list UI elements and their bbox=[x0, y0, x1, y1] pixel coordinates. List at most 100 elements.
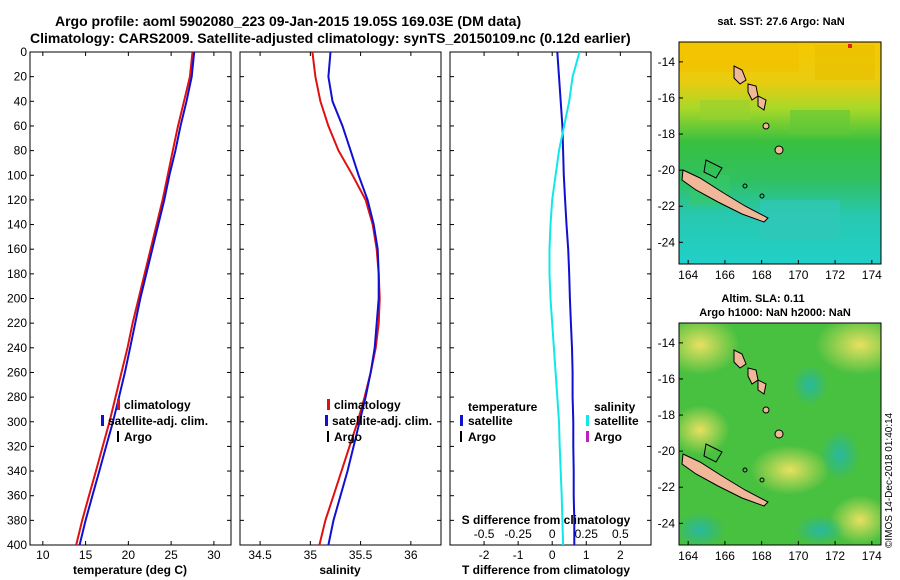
map-y-tick-label: -16 bbox=[658, 91, 676, 105]
sst-map-box bbox=[678, 41, 882, 265]
salinity-x-ticks: 34.5 35 35.5 36 bbox=[248, 52, 418, 562]
y-tick-label: 240 bbox=[7, 341, 27, 355]
series-line-salinity-satellite bbox=[548, 51, 581, 546]
difference-xlabel: T difference from climatology bbox=[462, 563, 630, 577]
legend-argo-swatch bbox=[327, 431, 329, 442]
temperature-panel: 0 20 40 60 80 100 120 140 160 180 200 220 240 260 280 3… bbox=[7, 45, 232, 577]
sst-map-title: sat. SST: 27.6 Argo: NaN bbox=[717, 16, 844, 28]
y-tick-label: 220 bbox=[7, 316, 27, 330]
legend-satellite-swatch bbox=[101, 415, 104, 426]
x-tick-label: 20 bbox=[122, 548, 136, 562]
legend-temperature-title: temperature bbox=[468, 400, 538, 414]
difference-legend-temperature: temperature satellite Argo bbox=[460, 400, 538, 444]
reef-outline bbox=[703, 443, 723, 463]
legend-s-satellite-swatch bbox=[586, 415, 589, 426]
legend-t-satellite-label: satellite bbox=[468, 414, 513, 428]
map-y-tick-label: -18 bbox=[658, 408, 676, 422]
map-y-tick-label: -24 bbox=[658, 516, 676, 530]
vanuatu-island bbox=[757, 95, 767, 111]
y-tick-label: 140 bbox=[7, 218, 27, 232]
new-caledonia-island bbox=[681, 453, 769, 507]
map-x-tick-label: 174 bbox=[862, 268, 882, 282]
small-island bbox=[759, 477, 765, 483]
sst-map-x-ticks: 164 166 168 170 172 174 bbox=[678, 260, 882, 282]
map-x-tick-label: 164 bbox=[678, 549, 698, 563]
legend-s-satellite-label: satellite bbox=[594, 414, 639, 428]
map-y-tick-label: -20 bbox=[658, 444, 676, 458]
small-island bbox=[759, 193, 765, 199]
legend-argo-label: Argo bbox=[334, 430, 362, 444]
legend-t-satellite-swatch bbox=[460, 415, 463, 426]
map-y-tick-label: -14 bbox=[658, 336, 676, 350]
y-tick-label: 0 bbox=[20, 45, 27, 59]
y-tick-label: 180 bbox=[7, 267, 27, 281]
salinity-y-ticks bbox=[240, 51, 441, 546]
vanuatu-island bbox=[733, 65, 747, 85]
legend-t-argo-label: Argo bbox=[468, 430, 496, 444]
figure-title-line2: Climatology: CARS2009. Satellite-adjuste… bbox=[30, 30, 631, 46]
small-island bbox=[762, 406, 770, 414]
y-tick-label: 380 bbox=[7, 513, 27, 527]
x-top-tick-label: 0.5 bbox=[612, 527, 629, 541]
temperature-y-ticks: 0 20 40 60 80 100 120 140 160 180 200 220 240 260 280 3… bbox=[7, 45, 231, 552]
small-island bbox=[742, 183, 748, 189]
x-top-tick-label: -0.25 bbox=[504, 527, 532, 541]
sla-map-box bbox=[678, 322, 882, 546]
sla-low-blob bbox=[792, 365, 828, 405]
sla-high-blob bbox=[750, 445, 830, 495]
legend-satellite-label: satellite-adj. clim. bbox=[108, 414, 208, 428]
y-tick-label: 120 bbox=[7, 193, 27, 207]
x-tick-label: 15 bbox=[79, 548, 93, 562]
sla-map-y-ticks: -14 -16 -18 -20 -22 -24 bbox=[658, 336, 683, 530]
y-tick-label: 280 bbox=[7, 390, 27, 404]
map-x-tick-label: 172 bbox=[825, 549, 845, 563]
sla-low-blob bbox=[795, 515, 845, 545]
sla-high-blob bbox=[679, 405, 730, 455]
difference-panel: -2 -1 0 1 2 -0.5 -0.25 0 0.25 0.5 S difference f… bbox=[449, 51, 652, 577]
series-line-satellite-adj-clim- bbox=[327, 51, 380, 546]
figure-title-line1: Argo profile: aoml 5902080_223 09-Jan-20… bbox=[55, 13, 521, 29]
salinity-legend: climatology satellite-adj. clim. Argo bbox=[325, 398, 432, 444]
difference-y-ticks bbox=[450, 51, 651, 546]
x-tick-label: 35 bbox=[304, 548, 318, 562]
sst-field-patch bbox=[700, 100, 750, 120]
legend-satellite-swatch bbox=[325, 415, 328, 426]
map-x-tick-label: 168 bbox=[752, 268, 772, 282]
vanuatu-island bbox=[747, 367, 759, 385]
x-tick-label: -1 bbox=[513, 548, 524, 562]
legend-climatology-label: climatology bbox=[124, 398, 191, 412]
sst-field-patch bbox=[790, 110, 850, 135]
map-y-tick-label: -16 bbox=[658, 372, 676, 386]
y-tick-label: 100 bbox=[7, 168, 27, 182]
legend-argo-label: Argo bbox=[124, 430, 152, 444]
salinity-xlabel: salinity bbox=[319, 563, 361, 577]
map-y-tick-label: -20 bbox=[658, 163, 676, 177]
sst-field-patch bbox=[815, 45, 875, 80]
sla-map-panel: Altim. SLA: 0.11 Argo h1000: NaN h2000: … bbox=[658, 293, 882, 563]
legend-climatology-swatch bbox=[117, 399, 120, 410]
x-tick-label: 36 bbox=[404, 548, 418, 562]
y-tick-label: 400 bbox=[7, 538, 27, 552]
legend-argo-swatch bbox=[117, 431, 119, 442]
sla-map-title-line2: Argo h1000: NaN h2000: NaN bbox=[699, 307, 851, 319]
series-line-satellite-adj-clim- bbox=[78, 51, 196, 546]
sla-high-blob bbox=[679, 323, 740, 375]
small-island bbox=[774, 429, 784, 439]
difference-xlabel-top: S difference from climatology bbox=[462, 513, 631, 527]
map-x-tick-label: 168 bbox=[752, 549, 772, 563]
vanuatu-island bbox=[747, 83, 759, 101]
map-y-tick-label: -22 bbox=[658, 480, 676, 494]
sst-field-patch bbox=[679, 42, 799, 72]
vanuatu-island bbox=[733, 349, 747, 369]
sla-high-blob bbox=[815, 323, 881, 375]
sla-map-title-line1: Altim. SLA: 0.11 bbox=[721, 293, 804, 305]
y-tick-label: 320 bbox=[7, 439, 27, 453]
temperature-legend: climatology satellite-adj. clim. Argo bbox=[101, 398, 208, 444]
salinity-lines bbox=[311, 51, 381, 546]
vanuatu-island bbox=[757, 379, 767, 395]
sla-map-field bbox=[679, 323, 881, 545]
reef-outline bbox=[703, 159, 723, 179]
sst-map-panel: sat. SST: 27.6 Argo: NaN -14 -16 -18 -20 -22… bbox=[658, 16, 882, 282]
difference-lines bbox=[548, 51, 581, 546]
